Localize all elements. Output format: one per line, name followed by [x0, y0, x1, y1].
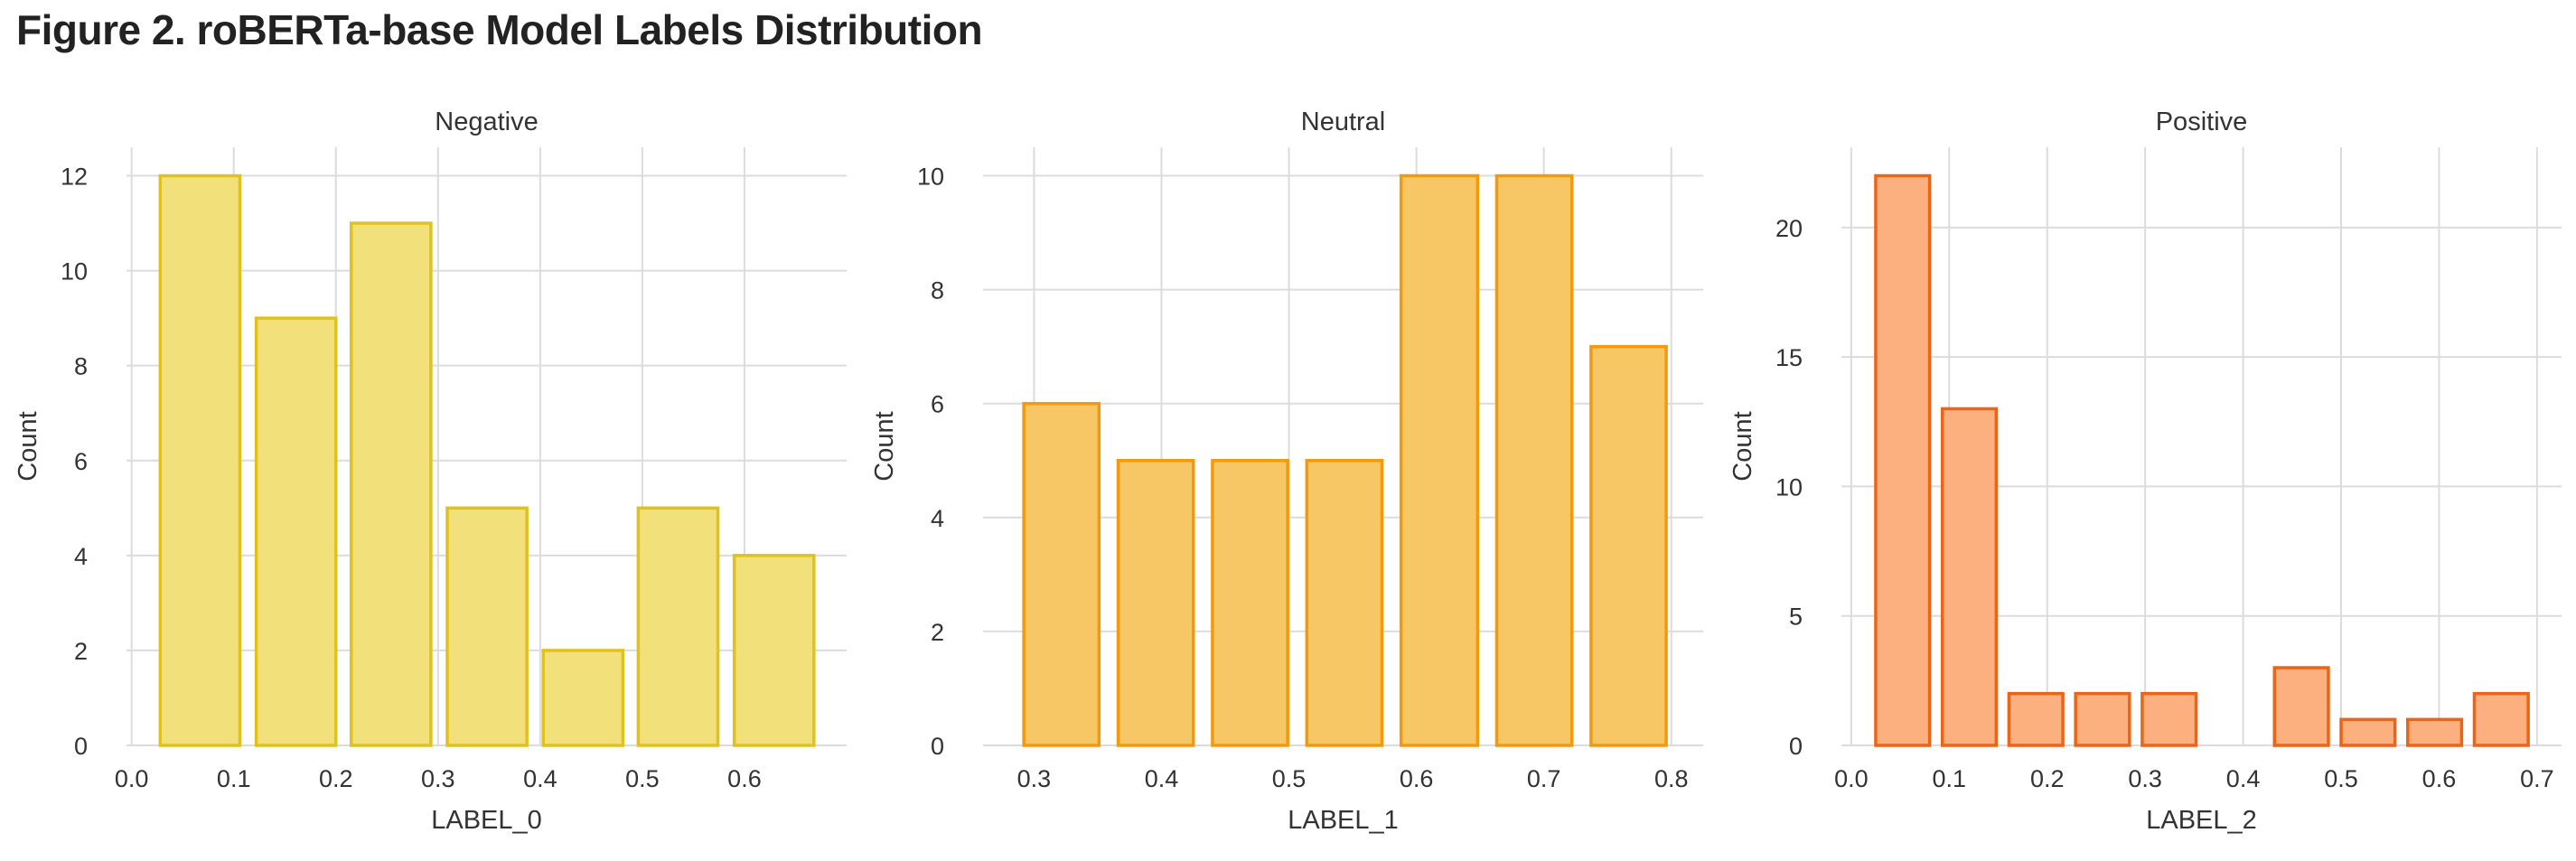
figure-title: Figure 2. roBERTa-base Model Labels Dist…	[16, 6, 983, 53]
histogram-bar	[349, 221, 433, 747]
x-tick-label: 0.1	[217, 765, 251, 792]
histogram-bar	[1940, 407, 1999, 747]
x-axis-label: LABEL_2	[2146, 806, 2257, 835]
y-tick-label: 12	[61, 164, 88, 191]
panel-title: Positive	[2156, 108, 2248, 136]
x-tick-label: 0.4	[523, 765, 557, 792]
x-tick-label: 0.2	[2030, 765, 2065, 792]
x-axis-label: LABEL_0	[431, 806, 542, 835]
histogram-bar	[732, 554, 816, 747]
histogram-bar	[1494, 173, 1574, 747]
x-tick-label: 0.5	[2324, 765, 2358, 792]
x-tick-label: 0.3	[2128, 765, 2162, 792]
histogram-bar	[2074, 691, 2131, 747]
chart-panel-3: 0.0 0.1 0.2 0.3 0.4 0.5 0.6 0.7 0 5 10 15 20 Positive…	[1728, 108, 2562, 835]
x-tick-label: 0.2	[319, 765, 353, 792]
y-tick-label: 20	[1775, 215, 1803, 242]
y-tick-label: 8	[931, 277, 944, 304]
x-tick-label: 0.6	[1400, 765, 1434, 792]
x-tick-label: 0.5	[625, 765, 660, 792]
histogram-bar	[2472, 691, 2530, 747]
y-axis-label: Count	[1728, 411, 1757, 481]
y-tick-label: 8	[74, 353, 88, 380]
y-tick-label: 10	[61, 258, 88, 285]
histogram-bar	[2406, 717, 2464, 747]
x-tick-label: 0.0	[1834, 765, 1869, 792]
x-tick-label: 0.6	[2422, 765, 2457, 792]
histogram-bar	[1874, 173, 1932, 747]
histogram-bar	[1116, 459, 1195, 747]
histogram-bar	[445, 506, 529, 747]
y-tick-label: 2	[74, 638, 88, 665]
y-tick-label: 5	[1789, 604, 1803, 631]
histogram-bar	[2007, 691, 2065, 747]
histogram-bar	[1022, 401, 1101, 747]
histogram-bar	[2272, 666, 2330, 747]
histogram-bar	[636, 506, 720, 747]
x-axis-label: LABEL_1	[1288, 806, 1399, 835]
panel-title: Negative	[435, 108, 538, 136]
y-tick-label: 4	[74, 543, 88, 570]
y-tick-label: 10	[1775, 473, 1803, 501]
panel-title: Neutral	[1301, 108, 1386, 136]
y-axis-label: Count	[14, 411, 42, 481]
histogram-bar	[2339, 717, 2397, 747]
histogram-bar	[1305, 459, 1384, 747]
chart-panel-1: 0.0 0.1 0.2 0.3 0.4 0.5 0.6 0 2 4 6 8 10 12 Negative LA…	[14, 108, 847, 835]
x-tick-label: 0.7	[2520, 765, 2554, 792]
histogram-bar	[541, 649, 625, 747]
y-tick-label: 0	[1789, 733, 1803, 760]
y-tick-label: 4	[931, 505, 944, 532]
histogram-bar	[1399, 173, 1480, 747]
x-tick-label: 0.3	[421, 765, 455, 792]
y-tick-label: 6	[74, 448, 88, 475]
x-tick-label: 0.1	[1933, 765, 1967, 792]
x-tick-label: 0.4	[2226, 765, 2261, 792]
x-tick-label: 0.5	[1272, 765, 1307, 792]
histogram-bar	[2140, 691, 2198, 747]
y-tick-label: 15	[1775, 344, 1803, 371]
x-tick-label: 0.4	[1145, 765, 1179, 792]
histogram-bar	[158, 173, 242, 747]
x-tick-label: 0.0	[115, 765, 149, 792]
x-tick-label: 0.7	[1527, 765, 1561, 792]
y-tick-label: 0	[74, 733, 88, 760]
y-tick-label: 0	[931, 733, 944, 760]
x-tick-label: 0.6	[727, 765, 762, 792]
x-tick-label: 0.8	[1654, 765, 1689, 792]
histogram-bar	[1589, 344, 1668, 747]
x-tick-label: 0.3	[1017, 765, 1052, 792]
y-tick-label: 10	[917, 164, 944, 191]
y-tick-label: 6	[931, 391, 944, 418]
y-axis-label: Count	[870, 411, 899, 481]
chart-panel-2: 0.3 0.4 0.5 0.6 0.7 0.8 0 2 4 6 8 10 Neutral LABEL_1 C…	[870, 108, 1703, 835]
histogram-bar	[254, 316, 338, 747]
y-tick-label: 2	[931, 619, 944, 646]
histogram-bar	[1211, 459, 1289, 747]
